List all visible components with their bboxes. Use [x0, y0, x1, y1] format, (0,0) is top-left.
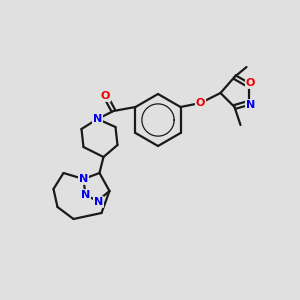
Text: N: N: [94, 197, 103, 207]
Text: O: O: [196, 98, 205, 108]
Text: N: N: [81, 190, 90, 200]
Text: O: O: [101, 91, 110, 101]
Text: O: O: [246, 78, 255, 88]
Text: N: N: [79, 174, 88, 184]
Text: N: N: [93, 114, 102, 124]
Text: N: N: [246, 100, 255, 110]
